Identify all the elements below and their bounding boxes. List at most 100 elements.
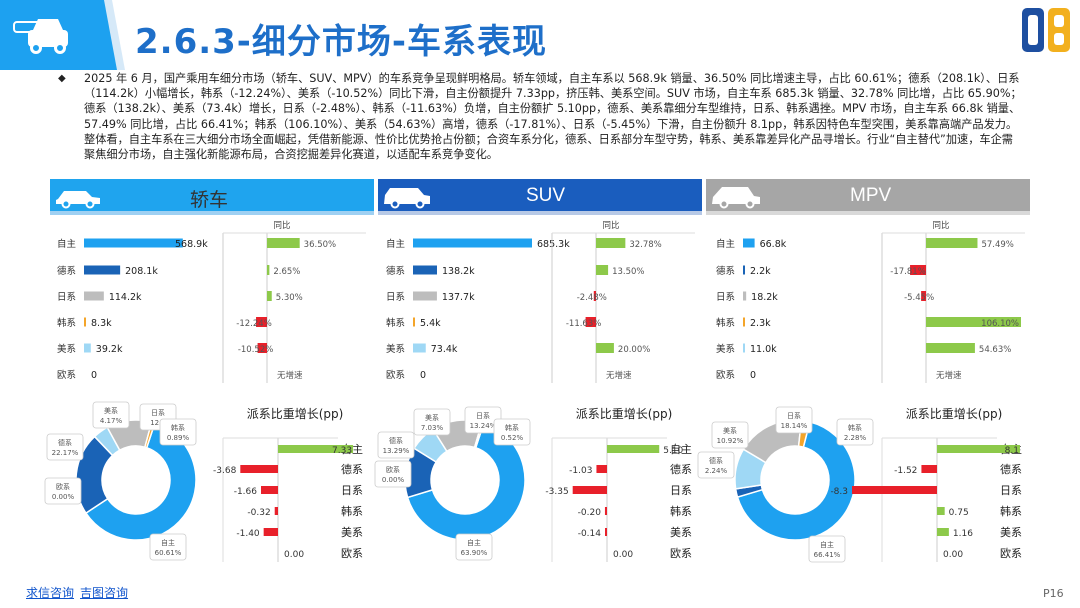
pie-callout-category: 欧系	[386, 465, 400, 474]
share-change-bar	[263, 528, 278, 536]
panel-title: MPV	[850, 185, 892, 206]
yoy-value-label: -2.48%	[577, 293, 607, 303]
yoy-title: 同比	[602, 220, 619, 231]
sales-category-label: 自主	[716, 238, 735, 250]
share-change-bar	[937, 528, 949, 536]
share-change-category-label: 美系	[1000, 526, 1022, 539]
pie-callout-category: 自主	[467, 538, 481, 547]
share-change-value-label: -3.35	[545, 487, 568, 497]
pie-callout-category: 韩系	[848, 423, 862, 432]
share-change-bar	[278, 445, 354, 453]
share-change-bar	[852, 486, 937, 494]
sales-category-label: 德系	[57, 265, 76, 277]
share-change-category-label: 日系	[670, 484, 692, 497]
share-change-value-label: 5.10	[663, 446, 683, 456]
pie-callout-category: 德系	[389, 436, 403, 445]
share-change-bar	[937, 507, 945, 515]
yoy-value-label: 32.78%	[629, 240, 661, 250]
footer-link-1[interactable]: 求信咨询	[26, 586, 75, 600]
panel-header-suv: SUV	[378, 179, 702, 215]
share-change-value-label: 0.00	[943, 550, 963, 560]
share-change-value-label: 7.33	[332, 446, 352, 456]
pie-callout-category: 德系	[58, 438, 72, 447]
share-change-title: 派系比重增长(pp)	[906, 407, 1003, 421]
sales-value-label: 568.9k	[175, 239, 208, 250]
yoy-bar	[926, 317, 1021, 327]
sales-value-label: 5.4k	[420, 318, 441, 329]
pie-callout-value: 0.00%	[52, 493, 75, 501]
panel-header-mpv: MPV	[706, 179, 1030, 215]
pie-callout-value: 66.41%	[814, 551, 841, 559]
sales-category-label: 欧系	[716, 369, 735, 381]
pie-callout-value: 22.17%	[52, 449, 79, 457]
share-change-bar	[921, 465, 937, 473]
pie-callout-value: 13.29%	[383, 447, 410, 455]
share-change-category-label: 欧系	[670, 547, 692, 560]
sales-category-label: 韩系	[386, 317, 405, 329]
share-change-bar	[937, 445, 1020, 453]
share-change-value-label: -1.40	[236, 529, 260, 539]
share-change-bar	[572, 486, 607, 494]
sales-category-label: 韩系	[57, 317, 76, 329]
sales-value-label: 66.8k	[760, 239, 787, 250]
sales-value-label: 137.7k	[442, 292, 475, 303]
brand-logo-icon	[1022, 8, 1070, 52]
pie-callout-value: 18.14%	[781, 422, 808, 430]
share-change-title: 派系比重增长(pp)	[247, 407, 344, 421]
yoy-value-label: 106.10%	[981, 319, 1019, 329]
share-change-category-label: 日系	[341, 484, 363, 497]
yoy-value-label: 36.50%	[304, 240, 336, 250]
sales-bar	[413, 291, 437, 301]
yoy-bar	[267, 238, 300, 248]
sales-value-label: 0	[420, 370, 426, 381]
share-change-title: 派系比重增长(pp)	[576, 407, 673, 421]
yoy-value-label: -12.24%	[236, 319, 271, 329]
share-change-category-label: 自主	[670, 443, 692, 456]
panel-title: SUV	[526, 185, 566, 206]
pie-callout-value: 10.92%	[717, 437, 744, 445]
pie-callout-category: 美系	[104, 406, 118, 415]
share-change-value-label: -3.68	[213, 466, 237, 476]
yoy-value-label: 无增速	[277, 370, 303, 381]
yoy-bar	[926, 238, 978, 248]
yoy-bar	[596, 238, 626, 248]
yoy-bar	[267, 265, 270, 275]
yoy-bar	[257, 343, 267, 353]
sales-category-label: 美系	[716, 343, 735, 355]
yoy-value-label: -11.63%	[566, 319, 601, 329]
share-change-value-label: 0.75	[949, 508, 969, 518]
yoy-value-label: -17.81%	[890, 267, 925, 277]
pie-callout-value: 60.61%	[155, 549, 182, 557]
page-title: 2.6.3-细分市场-车系表现	[135, 22, 548, 62]
yoy-value-label: 57.49%	[981, 240, 1013, 250]
sales-value-label: 73.4k	[431, 344, 458, 355]
sales-value-label: 0	[91, 370, 97, 381]
footer-link-2[interactable]: 吉图咨询	[80, 586, 129, 600]
share-change-value-label: 1.16	[953, 529, 973, 539]
pie-callout-box	[836, 418, 874, 446]
share-change-category-label: 德系	[341, 462, 363, 476]
sales-bar	[743, 265, 745, 275]
sales-category-label: 自主	[57, 238, 76, 250]
share-change-category-label: 日系	[1000, 484, 1022, 497]
share-change-category-label: 韩系	[341, 504, 363, 518]
sales-value-label: 685.3k	[537, 239, 570, 250]
yoy-value-label: 无增速	[606, 370, 632, 381]
yoy-value-label: 2.65%	[273, 267, 300, 277]
sales-category-label: 欧系	[386, 369, 405, 381]
share-change-bar	[274, 507, 278, 515]
pie-callout-category: 日系	[476, 411, 490, 420]
pie-callout-value: 4.17%	[100, 417, 123, 425]
sales-value-label: 0	[750, 370, 756, 381]
sales-category-label: 日系	[386, 292, 405, 303]
share-change-bar	[607, 445, 660, 453]
car-logo-icon	[13, 19, 68, 54]
pie-callout-box	[44, 477, 82, 505]
sales-value-label: 2.3k	[750, 318, 771, 329]
yoy-value-label: 13.50%	[612, 267, 644, 277]
yoy-value-label: 无增速	[936, 370, 962, 381]
sales-bar	[84, 238, 183, 248]
pie-callout-box	[711, 421, 749, 449]
pie-callout-value: 7.03%	[421, 424, 444, 432]
